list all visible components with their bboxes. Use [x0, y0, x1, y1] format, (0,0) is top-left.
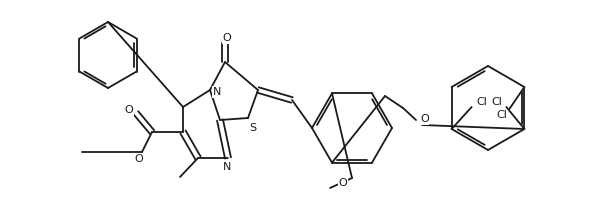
Text: Cl: Cl [496, 110, 507, 120]
Text: O: O [420, 114, 429, 124]
Text: N: N [223, 162, 231, 172]
Text: O: O [135, 154, 144, 164]
Text: Cl: Cl [476, 97, 487, 107]
Text: S: S [250, 123, 257, 133]
Text: O: O [125, 105, 133, 115]
Text: N: N [213, 87, 221, 97]
Text: O: O [222, 33, 231, 43]
Text: O: O [338, 178, 347, 188]
Text: Cl: Cl [491, 97, 502, 107]
